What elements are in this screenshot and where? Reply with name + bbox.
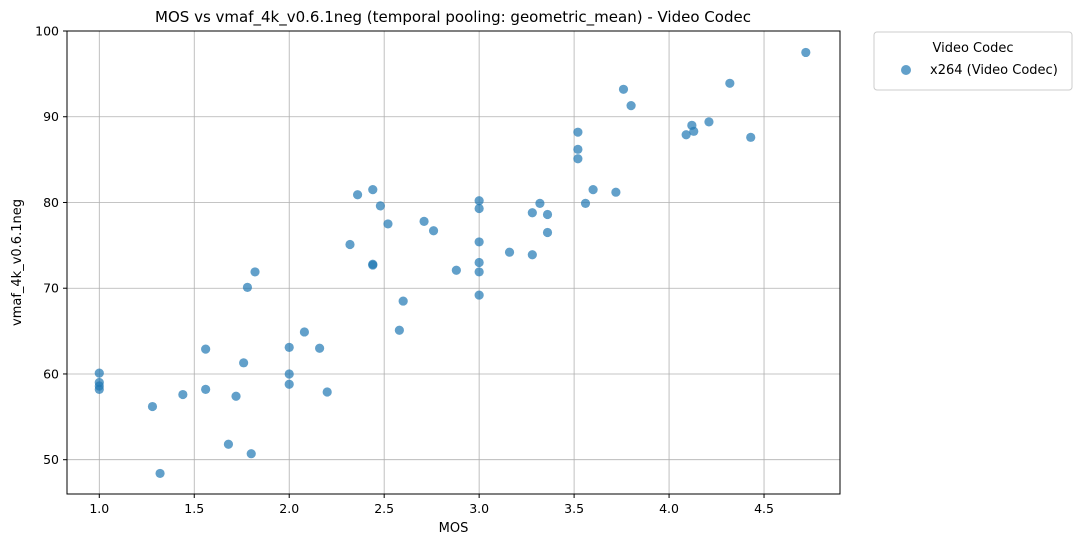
scatter-point (178, 389, 188, 400)
scatter-point (527, 250, 537, 260)
scatter-point (94, 384, 104, 394)
y-tick-label: 90 (43, 109, 59, 124)
scatter-point (383, 219, 393, 229)
x-axis-label: MOS (439, 521, 469, 536)
y-tick-label: 100 (35, 24, 59, 39)
x-tick-label: 2.5 (374, 501, 394, 516)
y-tick-label: 80 (43, 195, 59, 210)
scatter-point (681, 130, 691, 140)
scatter-point (474, 257, 484, 268)
scatter-point (542, 227, 553, 238)
legend: Video Codec x264 (Video Codec) (873, 31, 1073, 91)
scatter-point (588, 185, 598, 195)
x-tick-label: 2.0 (279, 501, 299, 516)
scatter-point (474, 203, 484, 214)
scatter-point (315, 343, 325, 353)
scatter-point (419, 216, 429, 226)
scatter-point (284, 379, 294, 389)
scatter-point (746, 132, 756, 142)
x-tick-label: 1.5 (184, 501, 204, 516)
y-axis-ticks: 50 60 70 80 90 100 (35, 24, 67, 467)
grid-lines (67, 30, 840, 494)
scatter-point (398, 296, 408, 306)
plot-area-frame (66, 30, 841, 495)
legend-title: Video Codec (933, 41, 1014, 56)
legend-marker (901, 65, 911, 75)
x-tick-label: 1.0 (89, 501, 109, 516)
scatter-point (231, 391, 241, 401)
scatter-point (474, 196, 484, 206)
y-tick-label: 60 (43, 366, 59, 381)
scatter-point (94, 368, 104, 378)
scatter-point (704, 117, 714, 127)
scatter-point (155, 468, 165, 479)
scatter-point (368, 260, 378, 270)
scatter-point (611, 187, 621, 197)
scatter-point (284, 369, 294, 379)
scatter-point (239, 358, 249, 368)
scatter-point (527, 208, 537, 218)
legend-series-label: x264 (Video Codec) (930, 63, 1058, 78)
scatter-point (250, 267, 260, 277)
scatter-point (375, 201, 385, 211)
scatter-point (147, 401, 158, 412)
scatter-point (352, 190, 363, 200)
scatter-point (428, 226, 439, 236)
scatter-point (689, 126, 699, 136)
scatter-point (345, 239, 355, 250)
scatter-point (725, 78, 735, 88)
scatter-point (242, 282, 253, 292)
legend-box (873, 31, 1073, 91)
x-tick-label: 4.0 (659, 501, 679, 516)
scatter-point (618, 84, 629, 94)
scatter-point (573, 127, 583, 137)
scatter-point (322, 387, 332, 397)
scatter-point (246, 449, 256, 459)
x-tick-label: 3.5 (564, 501, 584, 516)
scatter-point (201, 344, 211, 354)
scatter-point (394, 325, 404, 335)
scatter-point (368, 185, 378, 195)
scatter-point (451, 265, 461, 275)
scatter-point (474, 267, 484, 277)
scatter-point (626, 100, 636, 111)
scatter-point (223, 439, 234, 449)
y-axis-label: vmaf_4k_v0.6.1neg (10, 199, 25, 326)
y-tick-label: 50 (43, 452, 59, 467)
scatter-point (299, 327, 310, 337)
scatter-point (535, 198, 545, 208)
scatter-point (573, 154, 583, 164)
scatter-point (474, 237, 484, 247)
x-axis-ticks: 1.0 1.5 2.0 2.5 3.0 3.5 4.0 4.5 (89, 494, 774, 516)
scatter-point (284, 342, 294, 352)
scatter-point (801, 47, 811, 58)
scatter-point (580, 198, 591, 208)
scatter-point (201, 384, 211, 394)
chart-title: MOS vs vmaf_4k_v0.6.1neg (temporal pooli… (155, 8, 751, 27)
scatter-point (573, 144, 583, 154)
y-tick-label: 70 (43, 281, 59, 296)
scatter-point (504, 247, 515, 257)
x-tick-label: 3.0 (469, 501, 489, 516)
x-tick-label: 4.5 (754, 501, 774, 516)
scatter-point (542, 209, 553, 220)
scatter-point (474, 290, 484, 300)
data-points (94, 47, 811, 479)
